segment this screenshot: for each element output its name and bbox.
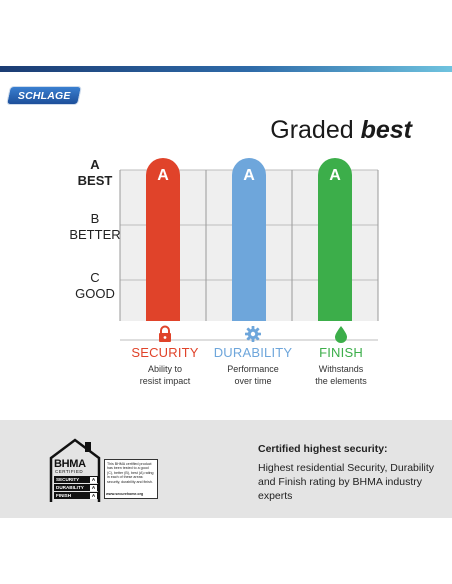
bar-label-durability: A — [243, 167, 255, 184]
bhma-row-security: SECURITY A — [54, 476, 98, 483]
security-description: Ability to resist impact — [110, 363, 220, 387]
category-durability: DURABILITY — [213, 345, 293, 360]
page-headline: Graded best — [270, 116, 412, 145]
footer-text: Highest residential Security, Durability… — [258, 462, 435, 502]
durability-description: Performance over time — [198, 363, 308, 387]
durability-desc-line-1: Performance — [227, 364, 279, 374]
finish-desc-line-1: Withstands — [318, 364, 364, 374]
bhma-row-grade: A — [90, 484, 97, 491]
footer-panel — [0, 420, 452, 518]
bhma-note: This BHMA certified product has been tes… — [104, 459, 158, 499]
house-icon — [49, 438, 101, 502]
bar-finish — [318, 158, 352, 321]
bhma-rating-rows: SECURITY A DURABILITY A FINISH A — [54, 476, 98, 500]
bhma-row-grade: A — [90, 492, 97, 499]
grade-word-better: BETTER — [69, 227, 121, 242]
grade-label-best: A BEST — [60, 157, 130, 189]
security-desc-line-1: Ability to — [147, 364, 182, 374]
grade-word-good: GOOD — [75, 286, 115, 301]
grade-letter-b: B — [90, 211, 100, 226]
category-security: SECURITY — [131, 345, 199, 360]
bar-label-finish: A — [329, 167, 341, 184]
bhma-name: BHMA — [54, 458, 86, 470]
category-finish: FINISH — [319, 345, 363, 360]
grade-word-best: BEST — [77, 173, 113, 188]
security-desc-line-2: resist impact — [139, 376, 191, 386]
headline-emphasis: best — [360, 116, 412, 144]
bhma-certified: CERTIFIED — [55, 469, 84, 474]
bar-label-security: A — [157, 167, 169, 184]
grade-label-better: B BETTER — [60, 211, 130, 243]
bhma-row-grade: A — [90, 476, 97, 483]
footer-title: Certified highest security: — [258, 443, 388, 455]
bhma-row-finish: FINISH A — [54, 492, 98, 499]
bhma-row-label: DURABILITY — [56, 485, 84, 490]
gear-icon — [245, 326, 261, 342]
bhma-row-durability: DURABILITY A — [54, 484, 98, 491]
grade-letter-a: A — [90, 157, 100, 172]
grade-letter-c: C — [90, 270, 100, 285]
durability-desc-line-2: over time — [234, 376, 272, 386]
headline-regular: Graded — [270, 116, 354, 144]
grade-label-good: C GOOD — [60, 270, 130, 302]
top-accent-bar — [0, 66, 452, 72]
lock-icon — [159, 325, 171, 342]
bhma-row-label: SECURITY — [56, 477, 80, 482]
bhma-certification-badge: BHMA CERTIFIED SECURITY A DURABILITY A F… — [48, 436, 160, 504]
droplet-icon — [335, 326, 347, 343]
bar-durability — [232, 158, 266, 321]
bhma-url: www.securehome.org — [106, 492, 144, 496]
bar-security — [146, 158, 180, 321]
finish-desc-line-2: the elements — [315, 376, 367, 386]
finish-description: Withstands the elements — [286, 363, 396, 387]
bhma-row-label: FINISH — [56, 493, 72, 498]
